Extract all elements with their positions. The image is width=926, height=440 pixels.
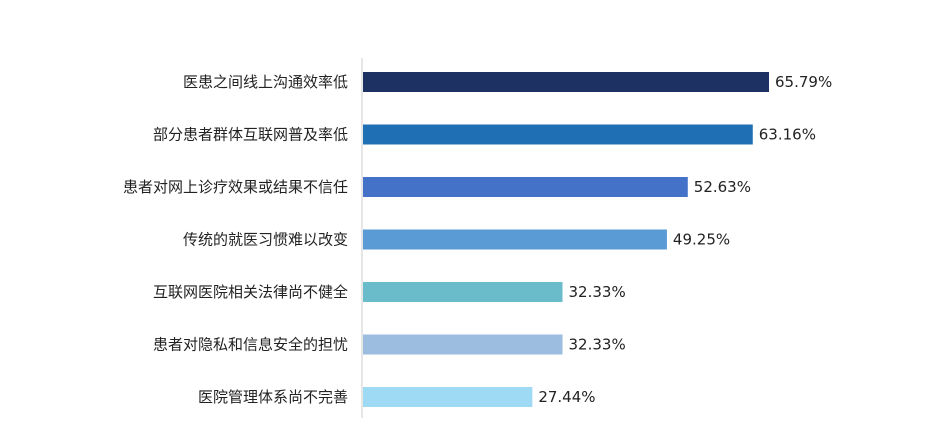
bar-5	[363, 282, 563, 302]
bar-2	[363, 124, 753, 145]
category-label-6: 患者对隐私和信息安全的担忧	[153, 336, 348, 354]
bar-6	[363, 334, 563, 355]
category-label-1: 医患之间线上沟通效率低	[183, 73, 348, 91]
value-label-4: 49.25%	[673, 231, 730, 249]
value-label-7: 27.44%	[538, 388, 595, 406]
value-labels-group: 65.79% 63.16% 52.63% 49.25% 32.33% 32.33% 27.4…	[538, 73, 832, 406]
bar-3	[363, 177, 688, 197]
bars-group	[363, 72, 769, 407]
value-label-5: 32.33%	[569, 283, 626, 301]
bar-7	[363, 387, 533, 407]
category-label-2: 部分患者群体互联网普及率低	[153, 126, 348, 144]
value-label-2: 63.16%	[759, 126, 816, 144]
value-label-3: 52.63%	[694, 178, 751, 196]
category-label-7: 医院管理体系尚不完善	[198, 388, 348, 406]
category-label-4: 传统的就医习惯难以改变	[183, 231, 348, 249]
bar-4	[363, 229, 667, 250]
category-label-3: 患者对网上诊疗效果或结果不信任	[123, 178, 348, 196]
bar-1	[363, 72, 769, 92]
category-label-5: 互联网医院相关法律尚不健全	[153, 283, 348, 301]
value-label-1: 65.79%	[775, 73, 832, 91]
value-label-6: 32.33%	[569, 336, 626, 354]
category-labels-group: 医患之间线上沟通效率低部分患者群体互联网普及率低患者对网上诊疗效果或结果不信任传…	[123, 73, 348, 406]
